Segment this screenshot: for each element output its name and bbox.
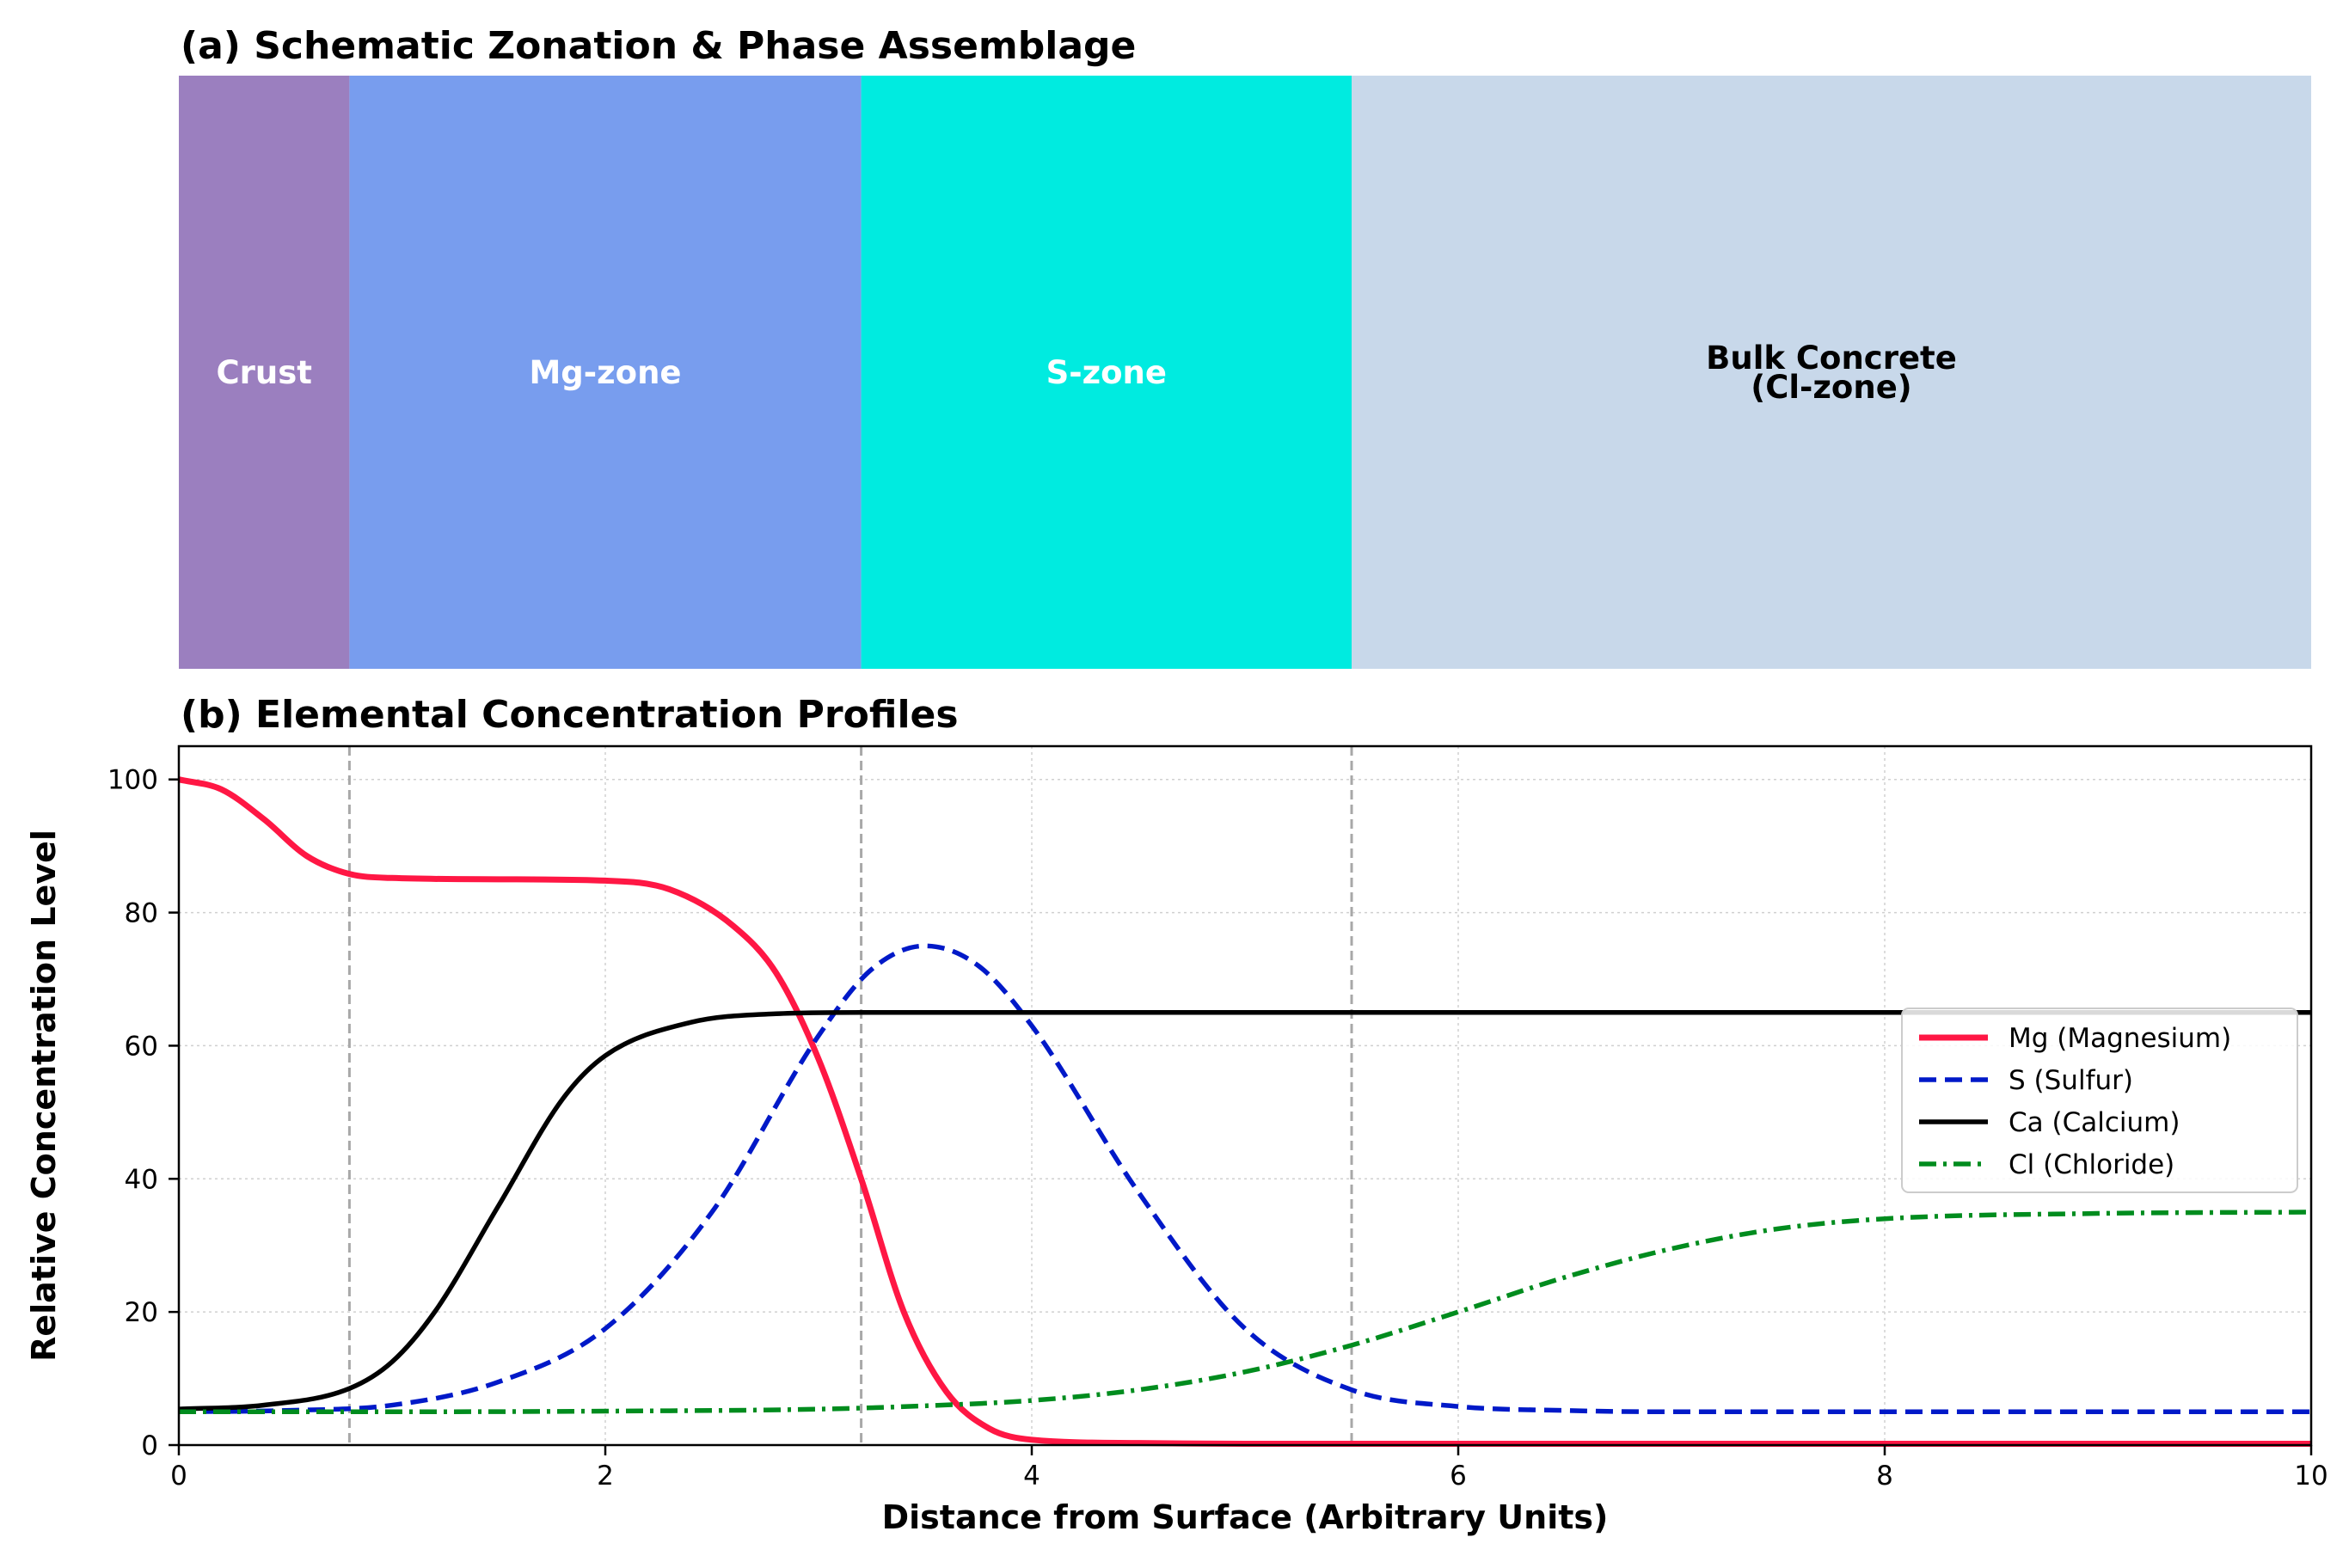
y-tick-label: 40: [125, 1164, 158, 1195]
series-line-s: [178, 943, 2311, 1415]
zone-label: Bulk Concrete: [1706, 340, 1957, 377]
x-tick-label: 8: [1876, 1461, 1893, 1491]
legend: Mg (Magnesium) S (Sulfur) Ca (Calcium) Cl (…: [1901, 1008, 2298, 1193]
zone-band: [861, 76, 1352, 669]
x-tick-label: 0: [170, 1461, 187, 1491]
series-line-ca: [178, 1009, 2311, 1412]
y-tick-label: 20: [125, 1297, 158, 1328]
y-ticks: 0 20 40 60 80 100: [107, 765, 179, 1461]
y-tick-label: 60: [125, 1031, 158, 1062]
y-tick-label: 80: [125, 898, 158, 929]
zone-label: Crust: [216, 354, 311, 391]
y-tick-label: 100: [107, 765, 158, 796]
x-axis-label: Distance from Surface (Arbitrary Units): [882, 1498, 1609, 1536]
y-tick-label: 0: [141, 1430, 158, 1461]
zone-boundaries: [347, 746, 1353, 1445]
zone-band: [179, 76, 350, 669]
profile-chart-title: (b) Elemental Concentration Profiles: [181, 693, 959, 737]
legend-box: [1901, 1008, 2298, 1193]
x-tick-label: 10: [2294, 1461, 2328, 1491]
x-ticks: 0 2 4 6 8 10: [170, 1445, 2328, 1491]
profile-chart: 0 2 4 6 8 10 0 20 40 60 80 100 Distance from Surfa…: [25, 744, 2328, 1536]
zone-band: [349, 76, 862, 669]
legend-label: S (Sulfur): [2009, 1065, 2133, 1096]
zone-band: [1352, 76, 2311, 669]
x-tick-label: 4: [1023, 1461, 1040, 1491]
plot-frame: [177, 744, 2313, 1447]
zonation-title: (a) Schematic Zonation & Phase Assemblag…: [181, 24, 1136, 68]
series-line-cl: [179, 1210, 2312, 1415]
zonation-panel: Crust Mg-zone S-zone Bulk Concrete(Cl-zone): [179, 76, 2311, 669]
series-line-mg: [178, 776, 2311, 1447]
legend-label: Ca (Calcium): [2009, 1107, 2180, 1138]
zone-label: Mg-zone: [529, 354, 681, 391]
x-tick-label: 2: [597, 1461, 614, 1491]
legend-label: Cl (Chloride): [2009, 1149, 2174, 1180]
legend-label: Mg (Magnesium): [2009, 1023, 2231, 1054]
y-axis-label: Relative Concentration Level: [25, 830, 63, 1362]
zone-label: (Cl-zone): [1751, 369, 1911, 406]
series-lines: [178, 776, 2312, 1447]
zone-label: S-zone: [1046, 354, 1167, 391]
x-tick-label: 6: [1450, 1461, 1467, 1491]
